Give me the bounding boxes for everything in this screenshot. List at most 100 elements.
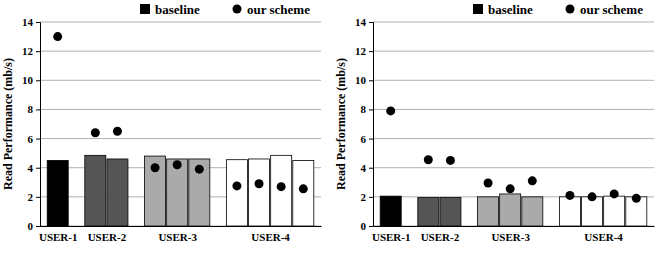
tick: USER-4 [584, 231, 623, 243]
axis-line [369, 23, 374, 227]
tick: 10 [355, 74, 373, 86]
legend-label: baseline [155, 2, 200, 17]
legend: baseline our scheme [473, 2, 643, 17]
bar [226, 160, 247, 226]
tick: 4 [28, 162, 41, 174]
bars [47, 155, 314, 226]
tick: USER-2 [421, 231, 460, 243]
tick: USER-2 [88, 231, 127, 243]
bar [167, 159, 188, 226]
points [386, 106, 641, 202]
tick-label: USER-4 [584, 231, 623, 243]
tick-mark [369, 197, 373, 198]
point [424, 155, 433, 164]
tick-mark [369, 51, 373, 52]
tick-mark [36, 139, 40, 140]
tick: 6 [28, 133, 41, 145]
tick-label: 4 [361, 162, 367, 174]
legend-label: baseline [488, 2, 533, 17]
tick-mark [36, 226, 40, 227]
tick-label: 0 [361, 220, 367, 232]
tick-mark [36, 109, 40, 110]
tick-mark [369, 226, 373, 227]
bar [271, 155, 292, 226]
panel: 02468101214USER-1USER-2USER-3USER-4Read … [1, 2, 322, 243]
bar [47, 160, 68, 226]
tick-label: 6 [28, 133, 34, 145]
grid-line [373, 167, 654, 168]
tick-mark [36, 197, 40, 198]
bar [107, 159, 128, 226]
tick-mark [369, 80, 373, 81]
tick-label: 2 [361, 191, 367, 203]
bar [522, 197, 543, 226]
tick-mark [36, 51, 40, 52]
legend: baseline our scheme [140, 2, 310, 17]
tick-label: 14 [22, 16, 34, 28]
tick: USER-1 [39, 231, 78, 243]
tick-label: USER-3 [491, 231, 530, 243]
bar [380, 196, 401, 226]
grid [40, 22, 321, 226]
point [484, 179, 493, 188]
tick-label: USER-2 [88, 231, 127, 243]
tick: 4 [361, 162, 374, 174]
point [151, 163, 160, 172]
x-axis: USER-1 USER-2 USER-3 USER-4 [39, 227, 322, 243]
tick-label: 12 [22, 45, 34, 57]
tick: 14 [22, 16, 40, 28]
point [506, 184, 515, 193]
grid-line [373, 80, 654, 81]
grid-line [40, 22, 321, 23]
panel: 02468101214USER-1USER-2USER-3USER-4Read … [334, 2, 655, 243]
grid [373, 22, 654, 226]
tick-label: USER-4 [251, 231, 290, 243]
tick: USER-3 [491, 231, 530, 243]
grid-line [40, 138, 321, 139]
tick-mark [369, 109, 373, 110]
point [610, 189, 619, 198]
point [173, 160, 182, 169]
legend-swatch [233, 5, 242, 14]
point [195, 165, 204, 174]
tick-label: 12 [355, 45, 367, 57]
bars [380, 194, 647, 226]
bar [478, 197, 499, 226]
legend-label: our scheme [580, 2, 643, 17]
grid-line [40, 80, 321, 81]
legend-swatch [140, 4, 150, 14]
plot-area [380, 106, 647, 226]
legend-swatch [566, 5, 575, 14]
tick-mark [36, 22, 40, 23]
tick: 12 [355, 45, 373, 57]
point [386, 106, 395, 115]
points [53, 32, 308, 193]
bar [500, 194, 521, 226]
tick: USER-3 [158, 231, 197, 243]
bar [559, 197, 580, 226]
tick: 6 [361, 133, 374, 145]
tick-label: 0 [28, 220, 34, 232]
tick-mark [369, 139, 373, 140]
y-axis: 02468101214 [22, 16, 41, 232]
point [232, 181, 241, 190]
bar [293, 160, 314, 226]
tick-mark [369, 22, 373, 23]
axis-line [41, 226, 322, 227]
point [91, 128, 100, 137]
axis-line [36, 23, 41, 227]
point [255, 179, 264, 188]
tick-label: USER-1 [39, 231, 78, 243]
tick: 2 [361, 191, 374, 203]
tick: USER-1 [372, 231, 411, 243]
point [528, 176, 537, 185]
tick-label: 4 [28, 162, 34, 174]
tick-label: 2 [28, 191, 34, 203]
grid-line [373, 51, 654, 52]
point [113, 127, 122, 136]
legend-label: our scheme [247, 2, 310, 17]
point [53, 32, 62, 41]
point [588, 192, 597, 201]
tick: USER-4 [251, 231, 290, 243]
tick: 2 [28, 191, 41, 203]
